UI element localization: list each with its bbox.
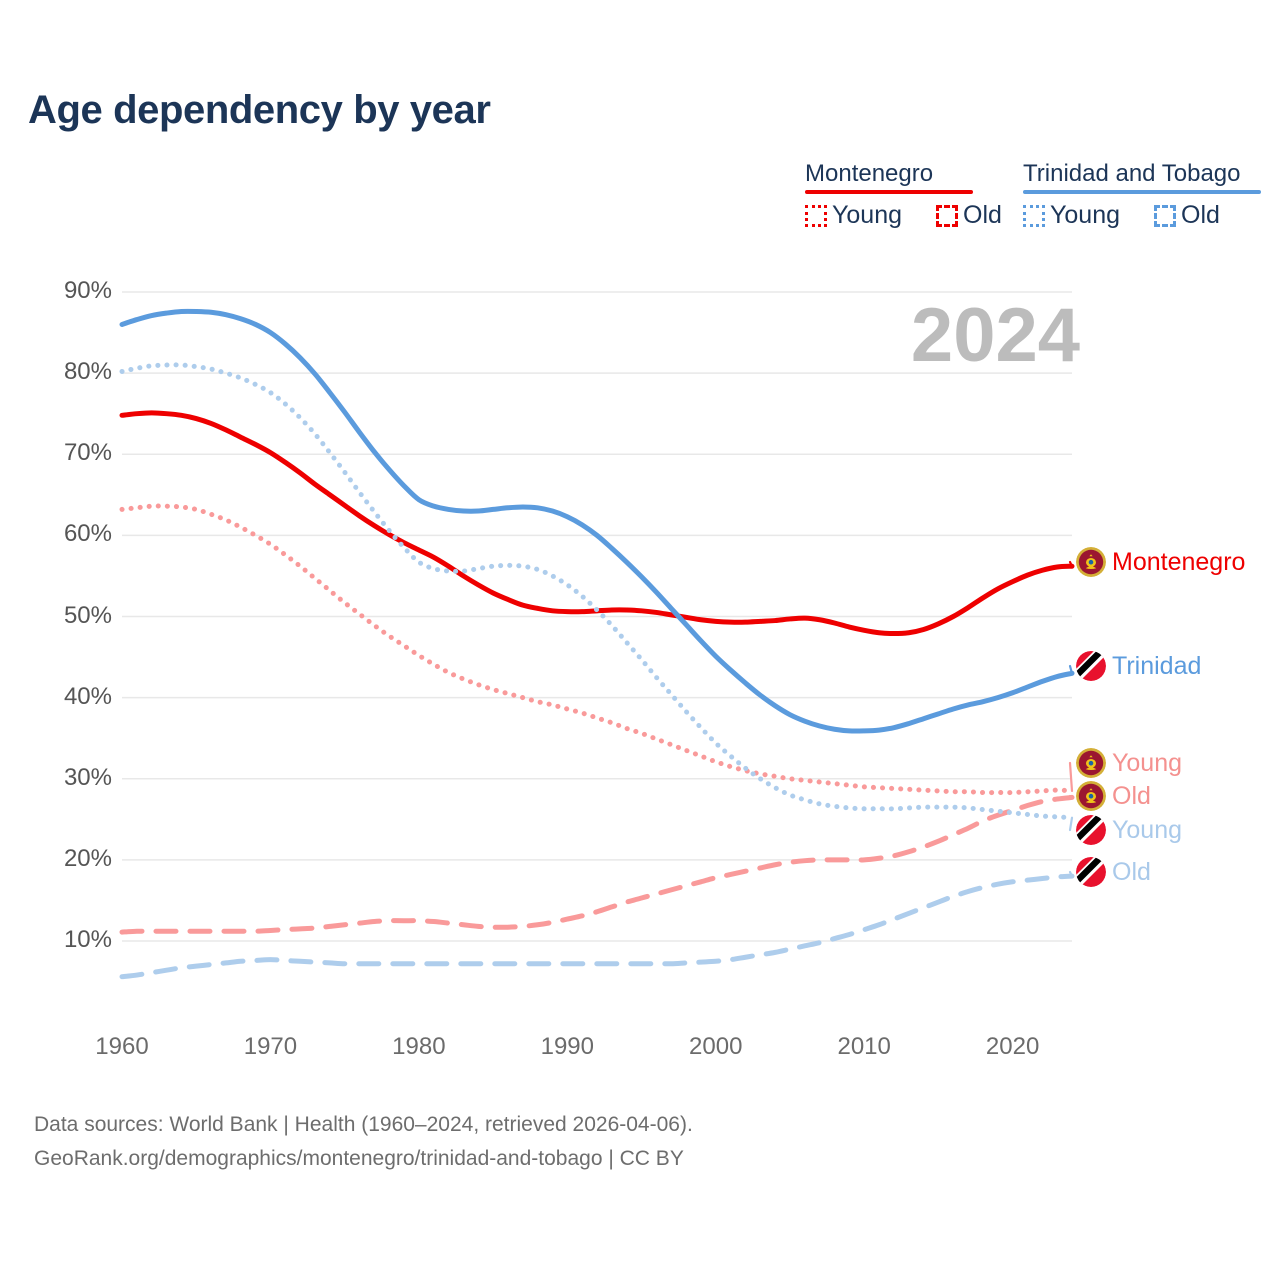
legend-underline-montenegro — [805, 190, 973, 194]
series-end-label-text: Young — [1112, 815, 1182, 844]
y-axis-tick-label: 60% — [63, 520, 112, 548]
legend-country-montenegro: Montenegro — [805, 160, 934, 187]
footer-attribution: GeoRank.org/demographics/montenegro/trin… — [34, 1147, 684, 1170]
y-axis-tick-label: 20% — [63, 844, 112, 872]
legend-underline-trinidad-and-tobago — [1023, 190, 1261, 194]
series-connector — [1068, 560, 1074, 568]
series-line-3 — [119, 308, 1075, 734]
legend-item-trinidad-old[interactable]: Old — [1154, 203, 1220, 228]
y-axis-tick-label: 30% — [63, 763, 112, 791]
x-axis-tick-label: 1980 — [392, 1033, 446, 1060]
series-end-label-text: Young — [1112, 748, 1182, 777]
legend-item-montenegro-old[interactable]: Old — [936, 203, 1002, 228]
trinidad-flag-icon — [1076, 815, 1106, 845]
trinidad-flag-icon — [1076, 651, 1106, 681]
y-axis-tick-label: 50% — [63, 601, 112, 629]
y-axis-tick-label: 10% — [63, 926, 112, 953]
series-connector — [1068, 761, 1074, 792]
series-connector — [1068, 664, 1074, 675]
legend-label-trinidad-old: Old — [1181, 201, 1220, 229]
trinidad-flag-icon — [1076, 857, 1106, 887]
dotted-line-swatch-icon — [805, 204, 827, 227]
series-end-label-text: Old — [1112, 857, 1151, 886]
legend-label-trinidad-young: Young — [1050, 201, 1120, 229]
legend-group-trinidad-and-tobago: Trinidad and Tobago Young Old — [1023, 160, 1261, 228]
legend-label-montenegro-young: Young — [832, 201, 902, 229]
series-end-label[interactable]: Young — [1076, 748, 1182, 778]
series-connector — [1068, 870, 1074, 878]
dashed-line-swatch-icon — [936, 204, 958, 227]
year-watermark: 2024 — [910, 293, 1080, 378]
legend-item-montenegro-young[interactable]: Young — [805, 203, 902, 228]
x-axis-tick-label: 2020 — [985, 1033, 1040, 1060]
series-connector — [1068, 816, 1074, 832]
legend-country-trinidad-and-tobago: Trinidad and Tobago — [1023, 160, 1241, 187]
series-end-label-text: Montenegro — [1112, 547, 1246, 576]
series-line-4 — [119, 362, 1075, 821]
series-end-label[interactable]: Montenegro — [1076, 547, 1245, 577]
montenegro-flag-icon — [1076, 748, 1106, 778]
series-line-1 — [119, 503, 1075, 796]
x-axis-tick-label: 1990 — [540, 1033, 594, 1060]
series-end-label-text: Trinidad — [1112, 651, 1202, 680]
series-line-0 — [119, 410, 1075, 637]
series-end-label[interactable]: Old — [1076, 781, 1151, 811]
legend-item-trinidad-young[interactable]: Young — [1023, 203, 1120, 228]
y-axis-tick-label: 90% — [63, 277, 112, 304]
x-axis-tick-label: 2010 — [837, 1033, 891, 1060]
dashed-line-swatch-icon — [1154, 204, 1176, 227]
chart-legend: Montenegro Young Old Trinidad and Tobago — [795, 160, 1265, 248]
x-axis-tick-label: 1970 — [243, 1033, 298, 1060]
y-axis-tick-label: 80% — [63, 358, 112, 386]
y-axis-tick-label: 40% — [63, 682, 112, 710]
y-axis-tick-label: 70% — [63, 439, 112, 467]
montenegro-flag-icon — [1076, 781, 1106, 811]
series-end-label[interactable]: Young — [1076, 815, 1182, 845]
series-line-5 — [119, 873, 1075, 980]
x-axis-tick-label: 1960 — [95, 1033, 149, 1060]
series-line-2 — [119, 794, 1075, 935]
series-end-label-text: Old — [1112, 781, 1151, 810]
series-end-label[interactable]: Trinidad — [1076, 651, 1201, 681]
legend-label-montenegro-old: Old — [963, 201, 1002, 229]
series-connector — [1068, 794, 1074, 799]
series-end-label[interactable]: Old — [1076, 857, 1151, 887]
montenegro-flag-icon — [1076, 547, 1106, 577]
footer: Data sources: World Bank | Health (1960–… — [34, 1108, 693, 1176]
footer-data-sources: Data sources: World Bank | Health (1960–… — [34, 1113, 693, 1136]
dotted-line-swatch-icon — [1023, 204, 1045, 227]
x-axis-tick-label: 2000 — [689, 1033, 743, 1060]
legend-group-montenegro: Montenegro Young Old — [805, 160, 1002, 228]
page-title: Age dependency by year — [28, 88, 491, 132]
